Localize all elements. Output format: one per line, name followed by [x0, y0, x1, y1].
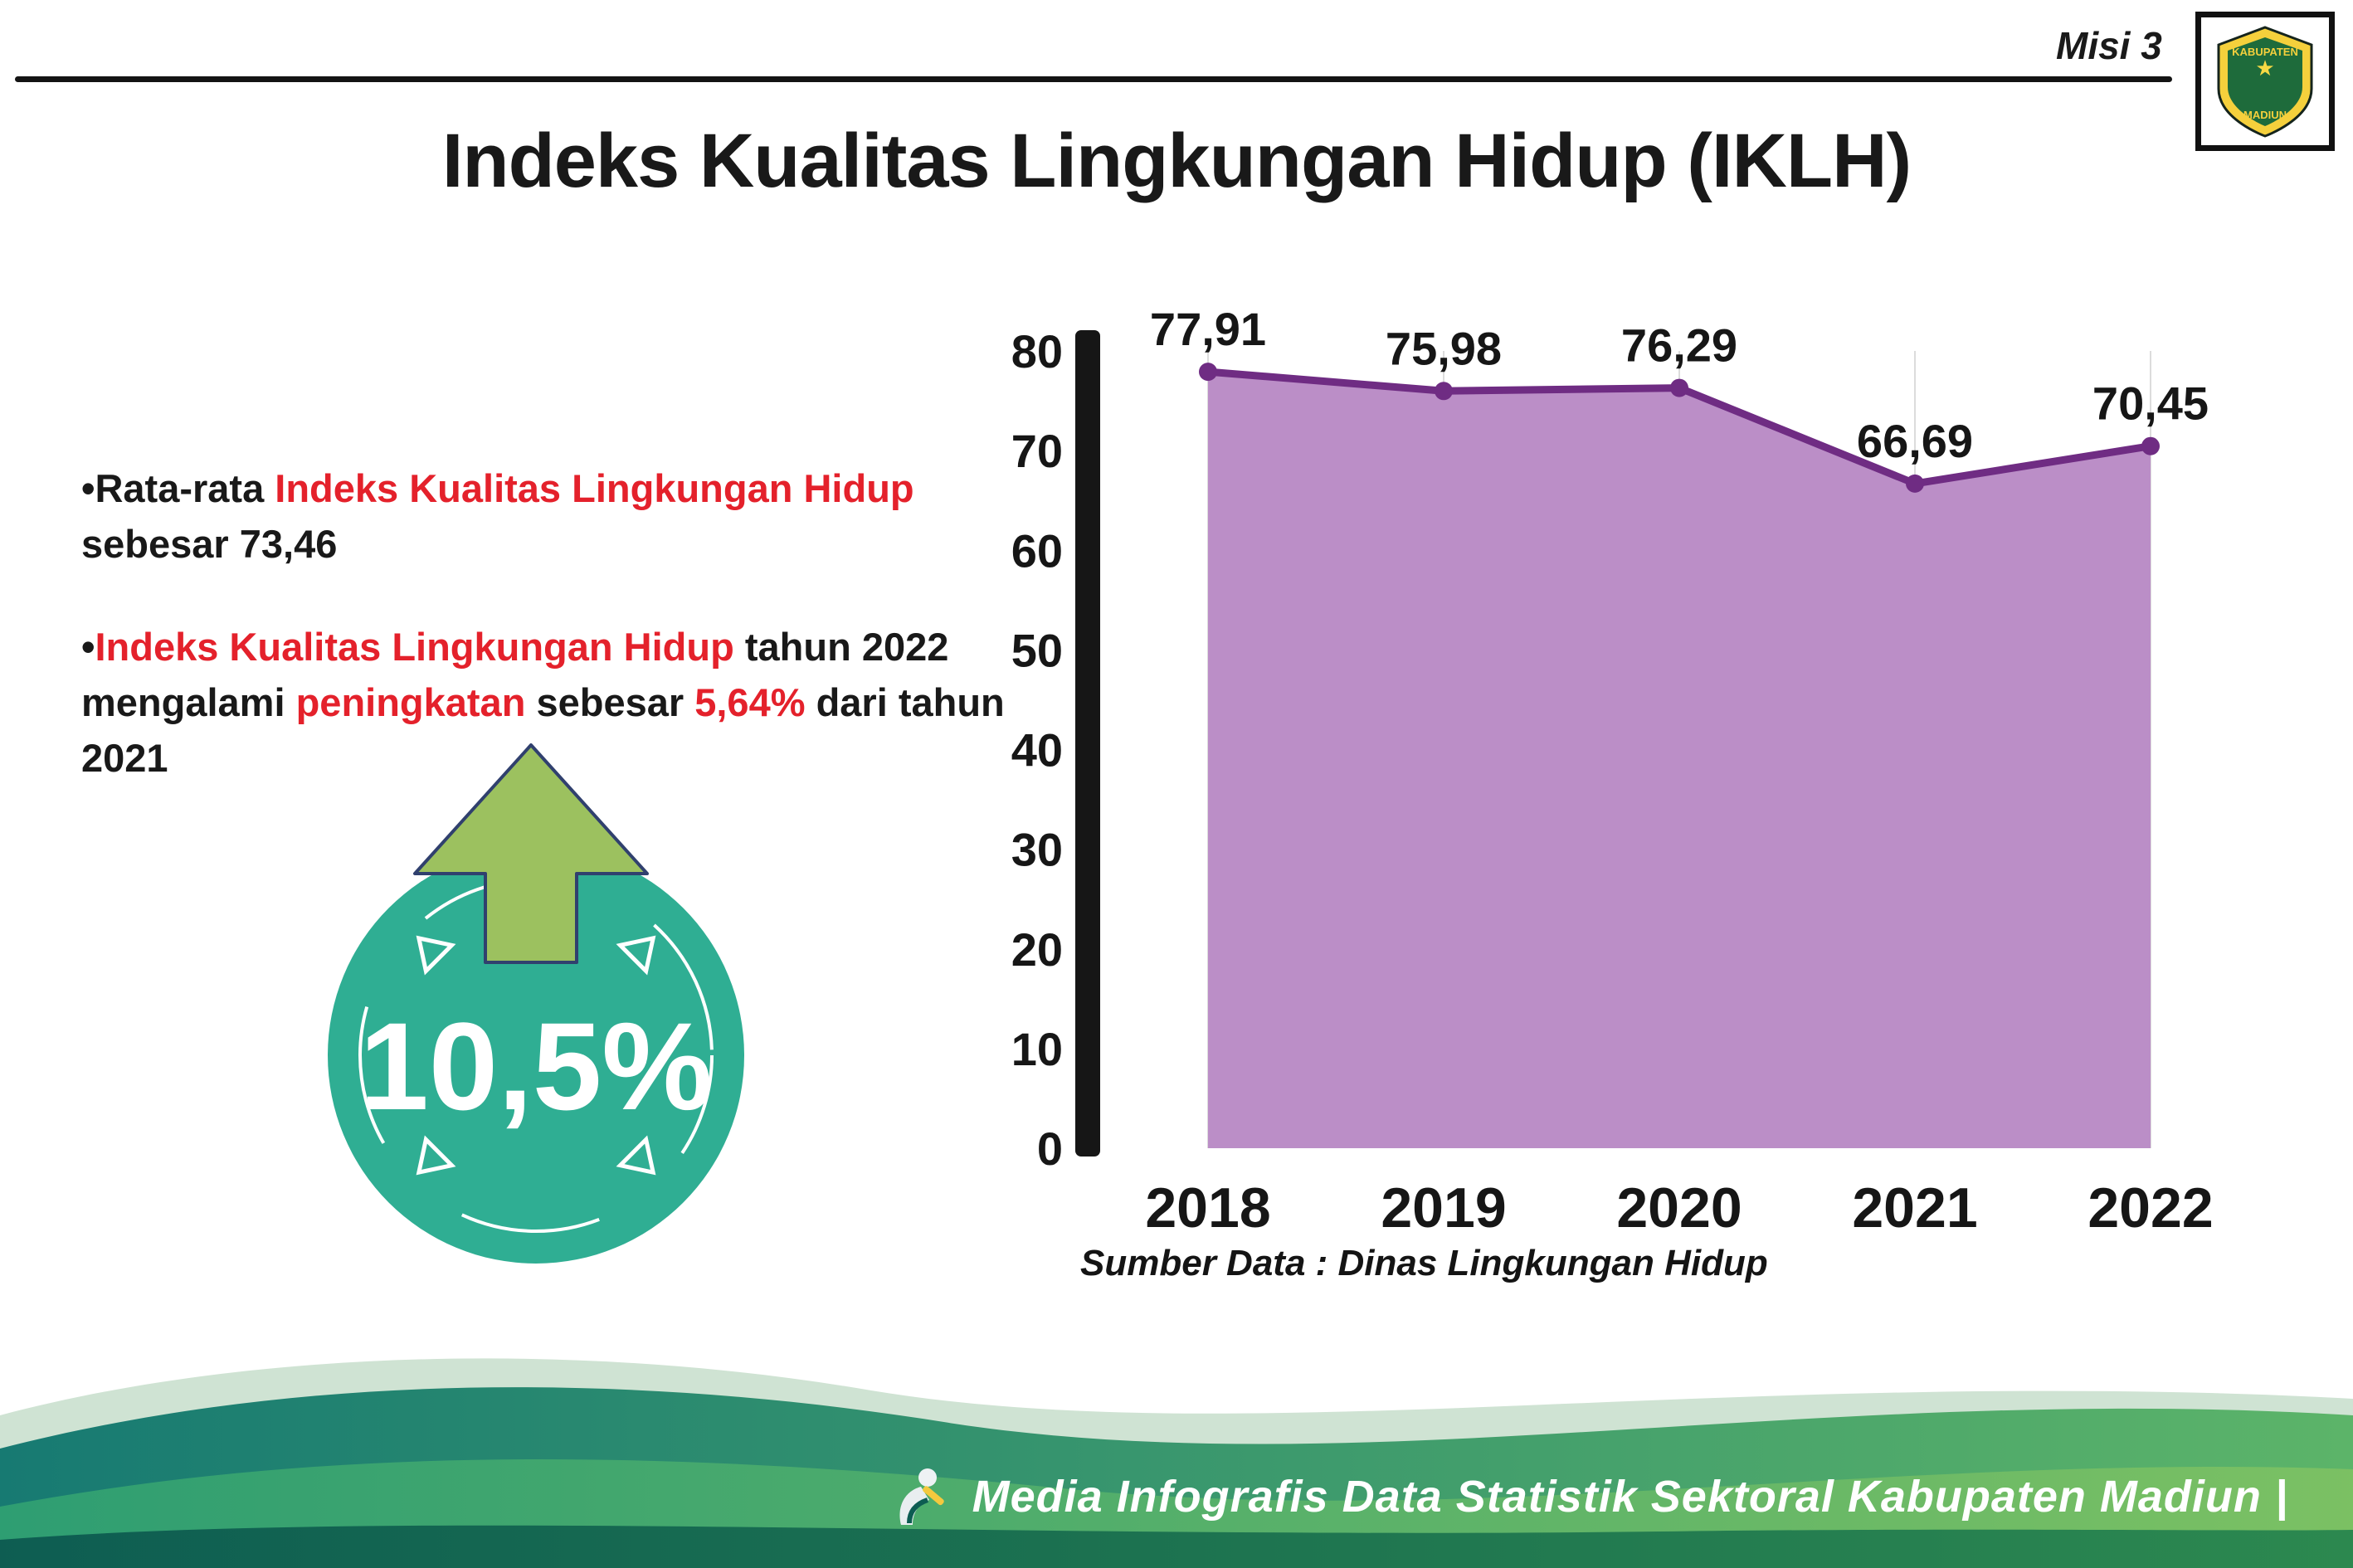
x-tick-label: 2021	[1852, 1176, 1977, 1239]
growth-badge-graphic: 10,5%	[328, 847, 744, 1264]
bottom-waves-decoration	[0, 1358, 2353, 1568]
chart-source-note: Sumber Data : Dinas Lingkungan Hidup	[1080, 1243, 1768, 1283]
bullet1-text-end: sebesar 73,46	[81, 521, 338, 566]
up-arrow-shape	[413, 743, 649, 964]
bullet2-highlight-peningkatan: peningkatan	[295, 680, 526, 725]
kabupaten-madiun-logo: KABUPATEN ★ MADIUN	[2195, 12, 2335, 151]
data-point	[1906, 474, 1924, 493]
bullet-marker: •	[81, 466, 95, 510]
y-tick-label: 80	[1011, 325, 1063, 377]
logo-crest: KABUPATEN ★ MADIUN	[2217, 26, 2313, 138]
header-divider	[15, 76, 2172, 82]
badge-tick-nw	[416, 935, 456, 976]
value-label: 76,29	[1621, 319, 1737, 372]
bullet-item-increase: •Indeks Kualitas Lingkungan Hidup tahun …	[81, 620, 1044, 786]
logo-shield-inner	[2228, 37, 2302, 126]
growth-arrow-icon	[390, 737, 672, 979]
bullet2-text-mid: sebesar	[525, 680, 695, 725]
y-tick-label: 70	[1011, 425, 1063, 477]
badge-circle-shape	[328, 847, 744, 1264]
bullet-marker: •	[81, 625, 95, 670]
badge-tick-se	[616, 1135, 656, 1176]
growth-badge: 10,5%	[328, 847, 744, 1264]
y-tick-label: 50	[1011, 624, 1063, 676]
data-point	[1435, 382, 1453, 401]
y-tick-label: 60	[1011, 524, 1063, 577]
y-tick-label: 40	[1011, 724, 1063, 777]
badge-tick-sw	[416, 1135, 456, 1176]
y-axis-bar	[1075, 330, 1100, 1157]
misi-label: Misi 3	[2056, 24, 2162, 67]
y-tick-label: 10	[1011, 1023, 1063, 1075]
growth-badge-value: 10,5%	[359, 996, 712, 1136]
badge-tick-ne	[616, 935, 656, 976]
x-tick-label: 2019	[1381, 1176, 1506, 1239]
x-tick-label: 2020	[1616, 1176, 1742, 1239]
logo-bottom-text: MADIUN	[2243, 109, 2287, 121]
footer-writer-icon	[899, 1468, 944, 1525]
value-label: 66,69	[1857, 415, 1973, 467]
footer: Media Infografis Data Statistik Sektoral…	[884, 1462, 2288, 1531]
page-title: Indeks Kualitas Lingkungan Hidup (IKLH)	[441, 119, 1912, 203]
area-fill	[1208, 372, 2151, 1148]
bullet2-text-end: dari tahun 2021	[81, 680, 1005, 780]
y-tick-label: 30	[1011, 824, 1063, 876]
wave-dark	[0, 1525, 2353, 1568]
bullet2-text: tahun 2022 mengalami	[81, 625, 949, 725]
bullet-list: •Rata-rata Indeks Kualitas Lingkungan Hi…	[81, 461, 1044, 835]
bullet-item-average: •Rata-rata Indeks Kualitas Lingkungan Hi…	[81, 461, 1044, 572]
y-tick-label: 0	[1037, 1122, 1063, 1175]
x-tick-label: 2022	[2087, 1176, 2213, 1239]
data-point	[2141, 436, 2160, 455]
bullet2-highlight-iklh: Indeks Kualitas Lingkungan Hidup	[95, 625, 734, 670]
logo-top-text: KABUPATEN	[2232, 46, 2298, 58]
value-label: 75,98	[1386, 322, 1502, 374]
y-tick-label: 20	[1011, 923, 1063, 976]
footer-text: Media Infografis Data Statistik Sektoral…	[972, 1472, 2288, 1522]
value-label: 70,45	[2092, 377, 2209, 430]
data-point	[1199, 363, 1217, 382]
x-tick-label: 2018	[1145, 1176, 1270, 1239]
bullet1-highlight: Indeks Kualitas Lingkungan Hidup	[275, 466, 914, 510]
data-point	[1670, 378, 1688, 397]
logo-star-icon: ★	[2255, 56, 2274, 80]
iklh-chart: 0 10 20 30 40 50 60 70 80 77,91 2018 75,98 2019 76,29…	[1008, 290, 2302, 1327]
bullet1-text: Rata-rata	[95, 466, 275, 510]
bullet2-highlight-percent: 5,64%	[694, 680, 806, 725]
value-label: 77,91	[1150, 303, 1266, 355]
